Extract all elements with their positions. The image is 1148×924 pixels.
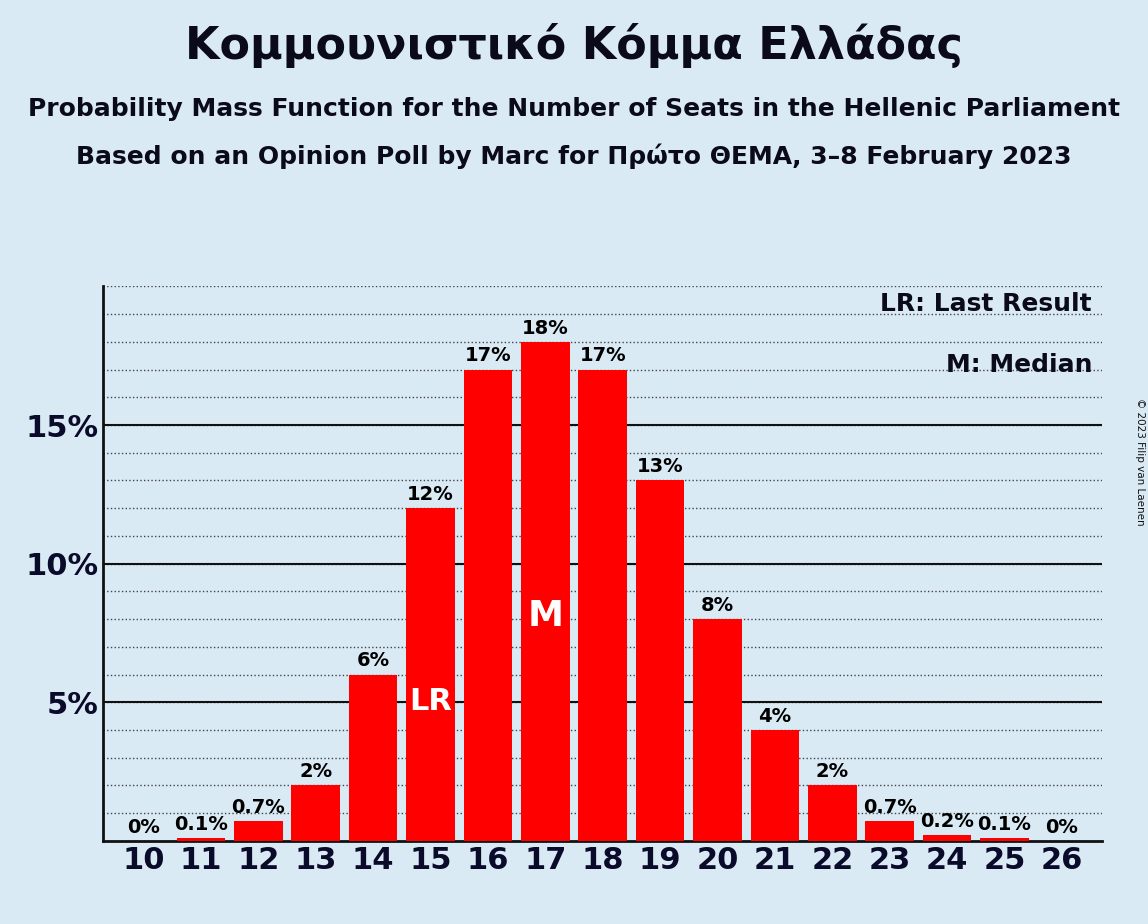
Text: 17%: 17% [465,346,511,365]
Text: 2%: 2% [300,762,332,782]
Text: 6%: 6% [357,651,389,671]
Bar [866,821,914,841]
Text: 12%: 12% [408,485,453,505]
Bar [980,838,1029,841]
Bar [521,342,569,841]
Text: LR: Last Result: LR: Last Result [881,292,1092,316]
Text: 0%: 0% [1046,818,1078,837]
Bar [464,370,512,841]
Bar [177,838,225,841]
Bar [636,480,684,841]
Text: Probability Mass Function for the Number of Seats in the Hellenic Parliament: Probability Mass Function for the Number… [28,97,1120,121]
Bar [693,619,742,841]
Bar [406,508,455,841]
Text: Based on an Opinion Poll by Marc for Πρώτο ΘΕΜΑ, 3–8 February 2023: Based on an Opinion Poll by Marc for Πρώ… [76,143,1072,169]
Text: 0.1%: 0.1% [174,815,227,833]
Text: © 2023 Filip van Laenen: © 2023 Filip van Laenen [1135,398,1145,526]
Text: 0.1%: 0.1% [978,815,1031,833]
Bar [808,785,856,841]
Bar [579,370,627,841]
Text: 0.7%: 0.7% [863,798,916,818]
Text: 17%: 17% [580,346,626,365]
Text: LR: LR [409,687,452,715]
Text: 2%: 2% [816,762,848,782]
Bar [292,785,340,841]
Text: 18%: 18% [522,319,568,338]
Bar [751,730,799,841]
Bar [349,675,397,841]
Text: 0.2%: 0.2% [921,812,974,832]
Text: 0.7%: 0.7% [232,798,285,818]
Text: 0%: 0% [127,818,160,837]
Bar [234,821,282,841]
Text: 4%: 4% [759,707,791,726]
Text: 8%: 8% [701,596,734,615]
Text: 13%: 13% [637,457,683,477]
Bar [923,835,971,841]
Text: M: Median: M: Median [946,353,1092,377]
Text: Κομμουνιστικό Κόμμα Ελλάδας: Κομμουνιστικό Κόμμα Ελλάδας [185,23,963,68]
Text: M: M [527,600,564,633]
